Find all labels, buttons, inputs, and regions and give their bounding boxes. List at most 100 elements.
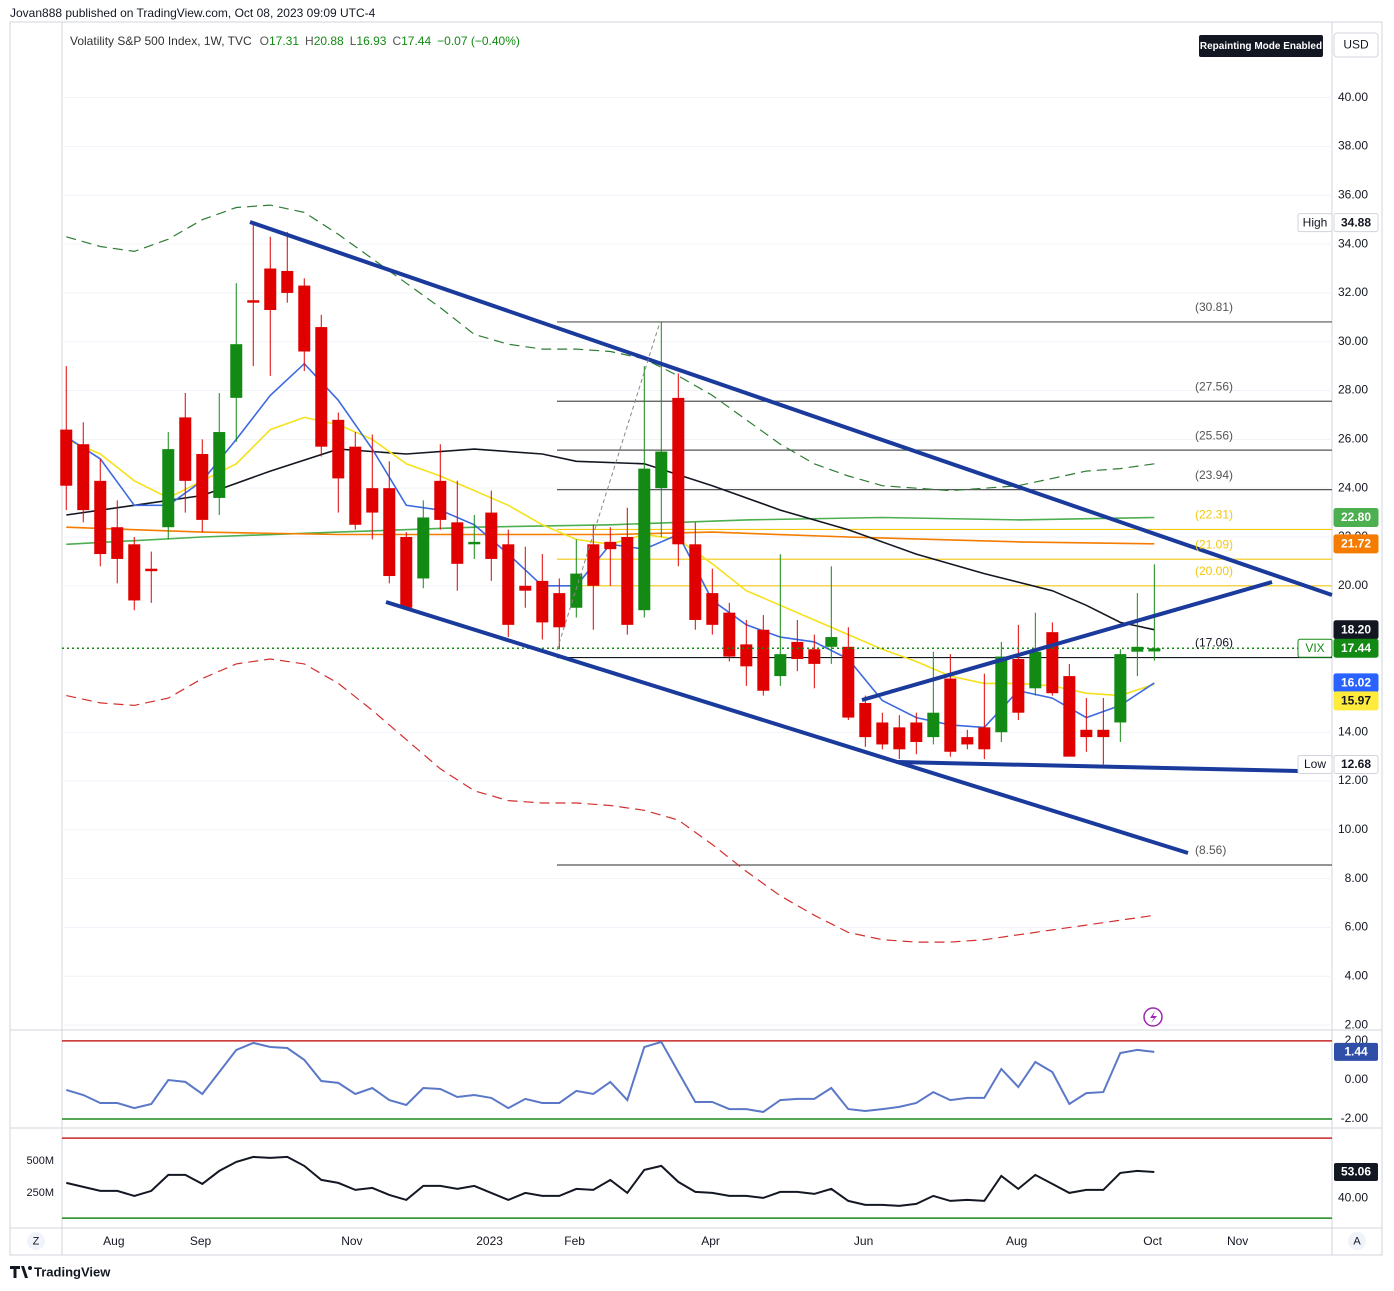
candle-body: [332, 419, 345, 479]
trend-line: [249, 220, 1333, 597]
zoom-button[interactable]: [27, 1232, 45, 1250]
indicator-line: [66, 658, 1155, 943]
fib-label: (27.56): [1195, 379, 1233, 393]
candle-body: [927, 712, 940, 738]
trend-line: [861, 580, 1273, 702]
fib-label: (25.56): [1195, 428, 1233, 442]
auto-button[interactable]: [1348, 1232, 1366, 1250]
candle-body: [298, 285, 311, 352]
candle-body: [842, 646, 855, 718]
outer-frame: [9, 21, 1383, 1256]
y-tick-label: 30.00: [1338, 334, 1368, 348]
price-tag-bg: [1297, 213, 1333, 233]
candle-body: [383, 488, 396, 577]
candle-body: [1063, 676, 1076, 757]
change: −0.07 (−0.40%): [437, 34, 520, 48]
price-tag: High: [1303, 215, 1328, 229]
ohlc-key: L: [350, 34, 357, 48]
candle-body: [315, 327, 328, 447]
x-tick-label: Jun: [854, 1234, 873, 1248]
ohlc-key: H: [305, 34, 314, 48]
candle-body: [349, 446, 362, 525]
candle-body: [145, 568, 158, 572]
alert-bolt: [1150, 1011, 1157, 1023]
y-tick-label: 4.00: [1345, 968, 1369, 982]
fib-label: (23.94): [1195, 468, 1233, 482]
last-value-bg: [1334, 1163, 1378, 1181]
price-label-bg: [1333, 691, 1379, 711]
candle-body: [791, 641, 804, 660]
header: Volatility S&P 500 Index, 1W, TVC O17.31 H…: [70, 34, 520, 48]
candle-body: [1012, 659, 1025, 713]
candle-body: [264, 268, 277, 310]
y-tick-label: 40.00: [1338, 90, 1368, 104]
candle-body: [281, 270, 294, 293]
candle-body: [1114, 654, 1127, 723]
y-tick-label: 14.00: [1338, 724, 1368, 738]
auto-label[interactable]: A: [1353, 1235, 1361, 1247]
x-tick-label: Nov: [341, 1234, 362, 1248]
price-tag-bg: [1297, 638, 1333, 658]
candle-body: [944, 678, 957, 752]
candle-body: [808, 649, 821, 664]
fib-anchor: [556, 321, 661, 651]
last-value: 53.06: [1341, 1165, 1371, 1179]
currency[interactable]: USD: [1343, 38, 1369, 52]
indicator-line: [66, 204, 1155, 492]
candle-body: [536, 580, 549, 623]
trend-line: [385, 600, 1189, 855]
candle-body: [196, 454, 209, 520]
y-tick-label: 6.00: [1345, 920, 1369, 934]
candle-body: [553, 593, 566, 628]
candle-body: [774, 654, 787, 677]
candle-body: [706, 593, 719, 625]
candle-body: [995, 656, 1008, 733]
zoom-label[interactable]: Z: [33, 1235, 40, 1247]
candle-body: [162, 449, 175, 528]
price-label-bg: [1333, 507, 1379, 527]
candle-body: [604, 541, 617, 550]
y-tick-label: 20.00: [1338, 578, 1368, 592]
candle-body: [961, 737, 974, 745]
candle-body: [247, 300, 260, 303]
x-tick-label: Feb: [564, 1234, 585, 1248]
ohlc-value: 20.88: [314, 34, 344, 48]
candle-body: [978, 727, 991, 750]
ohlc-key: O: [260, 34, 269, 48]
candle-body: [910, 722, 923, 742]
price-label-bg: [1333, 620, 1379, 640]
candle-body: [655, 451, 668, 489]
candle-body: [502, 544, 515, 625]
symbol: Volatility S&P 500 Index, 1W, TVC: [70, 34, 252, 48]
fib-label: (20.00): [1195, 564, 1233, 578]
y-tick-label: 40.00: [1338, 1190, 1368, 1204]
candle-body: [587, 544, 600, 586]
price-label: 16.02: [1341, 676, 1371, 690]
candle-body: [621, 536, 634, 625]
price-label: 22.80: [1341, 510, 1371, 524]
y-tick-label: 8.00: [1345, 871, 1369, 885]
price-tag: VIX: [1305, 641, 1324, 655]
candle-body: [60, 429, 73, 486]
currency-button[interactable]: [1333, 32, 1379, 58]
candle-body: [417, 517, 430, 579]
price-label-bg: [1333, 638, 1379, 658]
candle-body: [400, 536, 413, 608]
fib-label: (22.31): [1195, 508, 1233, 522]
candle-body: [689, 544, 702, 620]
badge-bg: [1199, 35, 1323, 57]
candle-body: [519, 585, 532, 591]
indicator-line: [66, 1155, 1155, 1207]
price-label-bg: [1333, 534, 1379, 554]
y-tick-label: 28.00: [1338, 383, 1368, 397]
price-label: 18.20: [1341, 622, 1371, 636]
y-tick-label: 24.00: [1338, 480, 1368, 494]
candle-body: [757, 629, 770, 691]
price-tag-bg: [1297, 754, 1333, 774]
candle-body: [723, 612, 736, 657]
candle-body: [1097, 729, 1110, 738]
fib-label: (8.56): [1195, 843, 1226, 857]
y-tick-label: 2.00: [1345, 1017, 1369, 1031]
y-tick-label: 26.00: [1338, 432, 1368, 446]
y2-tick-label: 500M: [26, 1155, 54, 1167]
